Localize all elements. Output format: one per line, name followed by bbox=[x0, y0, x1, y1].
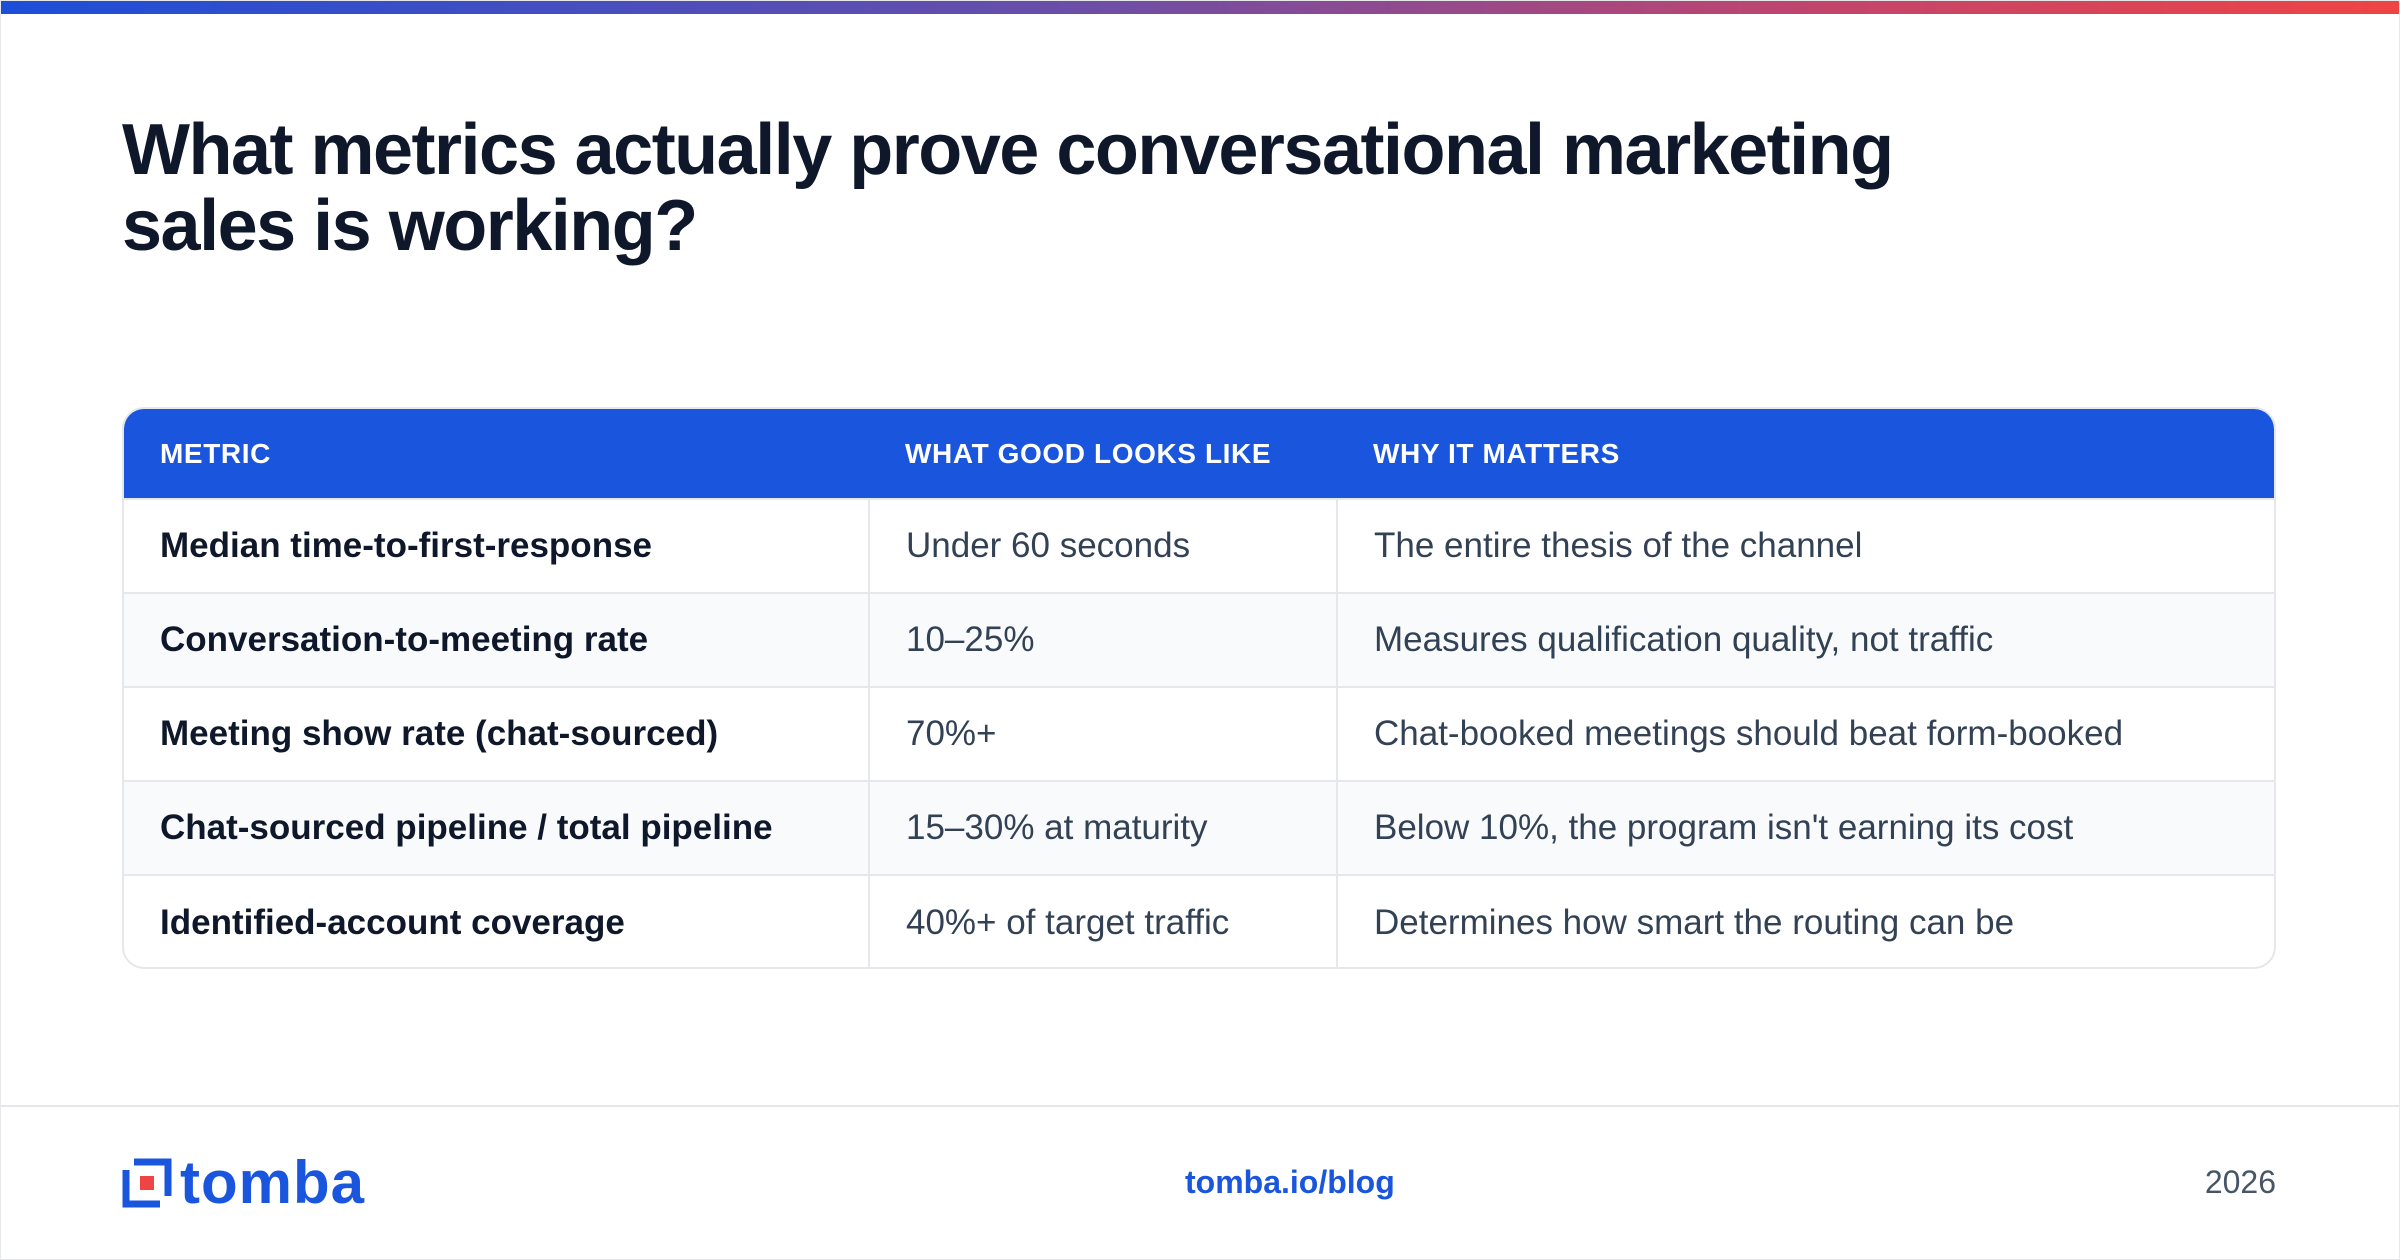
metric-cell: Median time-to-first-response bbox=[124, 498, 869, 593]
target-cell: 10–25% bbox=[868, 592, 1337, 687]
metric-cell: Identified-account coverage bbox=[124, 874, 869, 967]
metric-cell: Conversation-to-meeting rate bbox=[124, 592, 869, 687]
footer-divider bbox=[0, 1105, 2400, 1107]
target-cell: 40%+ of target traffic bbox=[868, 874, 1337, 967]
target-cell: 15–30% at maturity bbox=[868, 780, 1337, 875]
footer-year: 2026 bbox=[2204, 1164, 2276, 1200]
blog-link[interactable]: tomba.io/blog bbox=[1185, 1164, 1395, 1200]
reason-cell: The entire thesis of the channel bbox=[1336, 498, 2274, 593]
reason-cell: Below 10%, the program isn't earning its… bbox=[1336, 780, 2274, 875]
top-accent-bar bbox=[0, 0, 2400, 14]
page-title-line-2: sales is working? bbox=[122, 186, 698, 266]
table-row: Chat-sourced pipeline / total pipeline 1… bbox=[124, 780, 2274, 875]
metrics-table: METRIC WHAT GOOD LOOKS LIKE WHY IT MATTE… bbox=[122, 407, 2276, 969]
header-why-it-matters: WHY IT MATTERS bbox=[1373, 437, 1620, 469]
table-header-row: METRIC WHAT GOOD LOOKS LIKE WHY IT MATTE… bbox=[124, 409, 2274, 499]
page-title-line-1: What metrics actually prove conversation… bbox=[122, 110, 1894, 190]
reason-cell: Measures qualification quality, not traf… bbox=[1336, 592, 2274, 687]
metric-cell: Meeting show rate (chat-sourced) bbox=[124, 686, 869, 781]
logo-wordmark: tomba bbox=[180, 1149, 365, 1216]
target-cell: Under 60 seconds bbox=[868, 498, 1337, 593]
table-row: Meeting show rate (chat-sourced) 70%+ Ch… bbox=[124, 686, 2274, 781]
header-what-good-looks-like: WHAT GOOD LOOKS LIKE bbox=[905, 437, 1272, 469]
table-row: Median time-to-first-response Under 60 s… bbox=[124, 498, 2274, 593]
table-row: Conversation-to-meeting rate 10–25% Meas… bbox=[124, 592, 2274, 687]
table-row: Identified-account coverage 40%+ of targ… bbox=[124, 874, 2274, 967]
reason-cell: Chat-booked meetings should beat form-bo… bbox=[1336, 686, 2274, 781]
header-metric: METRIC bbox=[160, 437, 271, 469]
brand-logo[interactable]: tomba bbox=[122, 1149, 365, 1216]
page-title: What metrics actually prove conversation… bbox=[122, 112, 2022, 264]
metric-cell: Chat-sourced pipeline / total pipeline bbox=[124, 780, 869, 875]
tomba-logo-icon bbox=[122, 1158, 172, 1208]
target-cell: 70%+ bbox=[868, 686, 1337, 781]
reason-cell: Determines how smart the routing can be bbox=[1336, 874, 2274, 967]
